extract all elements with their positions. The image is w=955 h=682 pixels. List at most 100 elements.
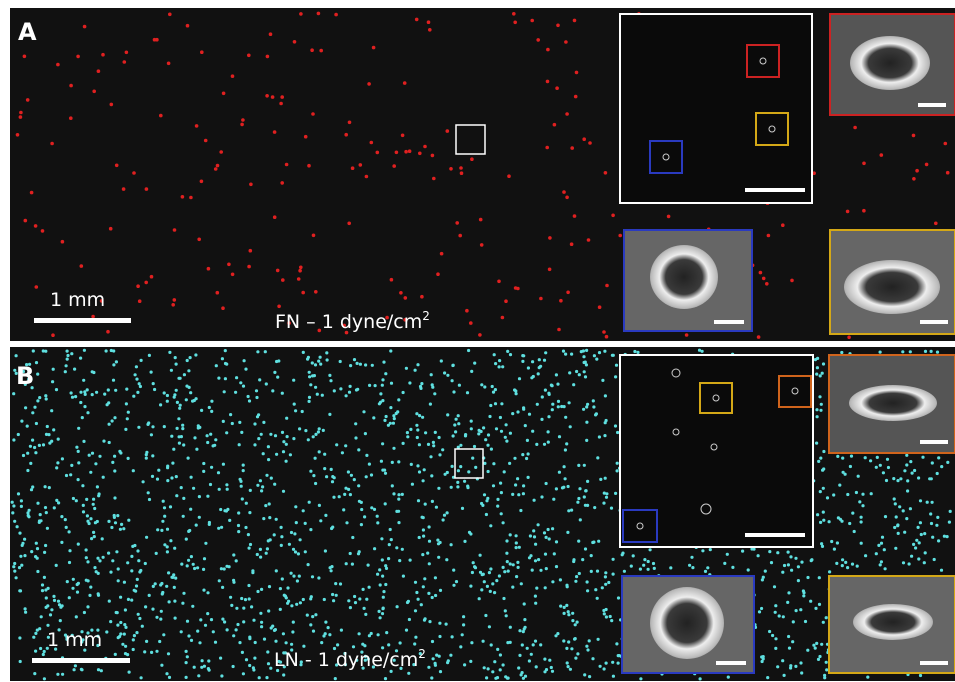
cell-dot — [274, 628, 277, 631]
cell-dot — [273, 130, 277, 134]
cell-dot — [564, 40, 568, 44]
cell-dot — [260, 625, 263, 628]
cell-dot — [248, 636, 251, 639]
cell-dot — [335, 443, 338, 446]
cell-dot — [308, 375, 311, 378]
cell-dot — [135, 378, 138, 381]
cell-dot — [249, 249, 253, 253]
cell-dot — [917, 557, 920, 560]
cell-dot — [202, 470, 205, 473]
cell-dot — [897, 532, 900, 535]
cell-dot — [525, 457, 528, 460]
cell-dot — [351, 166, 355, 170]
cell-dot — [540, 495, 543, 498]
cell-dot — [515, 392, 518, 395]
cell-dot — [586, 648, 589, 651]
cell-dot — [551, 384, 554, 387]
cell-dot — [787, 563, 790, 566]
cell-dot — [376, 521, 379, 524]
cell-dot — [385, 631, 388, 634]
cell-dot — [929, 512, 932, 515]
cell-dot — [77, 450, 80, 453]
cell-dot — [761, 578, 764, 581]
cell-dot — [451, 364, 454, 367]
cell-dot — [397, 398, 400, 401]
cell-dot — [408, 618, 411, 621]
cell-dot — [431, 386, 434, 389]
cell-dot — [841, 457, 844, 460]
cell-dot — [28, 509, 31, 512]
cell-dot — [358, 632, 361, 635]
cell-dot — [617, 596, 620, 599]
cell-dot — [218, 488, 221, 491]
cell-dot — [563, 612, 566, 615]
cell-dot — [242, 464, 245, 467]
cell-dot — [95, 391, 98, 394]
cell-dot — [548, 268, 552, 272]
cell-dot — [45, 606, 48, 609]
cell-dot — [152, 382, 155, 385]
cell-dot — [180, 563, 183, 566]
cell-dot — [544, 389, 547, 392]
cell-dot — [485, 513, 488, 516]
cell-dot — [76, 55, 80, 59]
cell-dot — [458, 234, 462, 238]
cell-dot — [505, 614, 508, 617]
cell-dot — [944, 142, 948, 146]
inset-scale — [920, 661, 948, 665]
cell-dot — [52, 428, 55, 431]
cell-dot — [223, 567, 226, 570]
cell-dot — [252, 666, 255, 669]
cell-dot — [292, 575, 295, 578]
cell-dot — [875, 552, 878, 555]
cell-dot — [143, 650, 146, 653]
cell-dot — [849, 465, 852, 468]
cell-dot — [532, 643, 535, 646]
cell-dot — [392, 422, 395, 425]
cell-dot — [884, 567, 887, 570]
cell-dot — [509, 626, 512, 629]
cell-dot — [102, 476, 105, 479]
cell-dot — [60, 515, 63, 518]
cell-dot — [206, 612, 209, 615]
cell-dot — [416, 436, 419, 439]
cell-dot — [203, 557, 206, 560]
cell-dot — [583, 464, 586, 467]
cell-dot — [157, 469, 160, 472]
cell-dot — [231, 74, 235, 78]
cell-dot — [383, 419, 386, 422]
cell-dot — [439, 589, 442, 592]
cell-dot — [173, 586, 176, 589]
cell-dot — [519, 509, 522, 512]
cell-dot — [522, 354, 525, 357]
cell-dot — [244, 368, 247, 371]
cell-dot — [430, 373, 433, 376]
cell-dot — [43, 650, 46, 653]
cell-dot — [261, 485, 264, 488]
cell-dot — [69, 473, 72, 476]
cell-dot — [170, 435, 173, 438]
cell-dot — [902, 509, 905, 512]
cell-dot — [259, 612, 262, 615]
cell-dot — [860, 516, 863, 519]
cell-dot — [86, 514, 89, 517]
cell-dot — [836, 455, 839, 458]
cell-dot — [451, 635, 454, 638]
cell-dot — [822, 519, 825, 522]
cell-dot — [163, 543, 166, 546]
cell-dot — [502, 597, 505, 600]
cell-dot — [489, 524, 492, 527]
cell-dot — [332, 496, 335, 499]
cell-dot — [562, 190, 566, 194]
cell-dot — [499, 653, 502, 656]
cell-dot — [821, 545, 824, 548]
cell-dot — [186, 655, 189, 658]
cell-dot — [516, 287, 520, 291]
cell-dot — [896, 479, 899, 482]
cell-dot — [356, 388, 359, 391]
cell-dot — [36, 570, 39, 573]
cell-dot — [431, 154, 435, 158]
cell-dot — [139, 569, 142, 572]
cell-dot — [251, 569, 254, 572]
cell-dot — [384, 564, 387, 567]
